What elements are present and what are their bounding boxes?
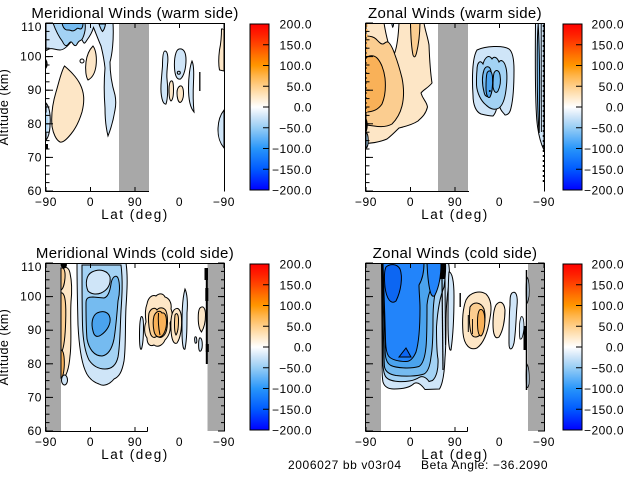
svg-text:−150.0: −150.0 bbox=[272, 163, 312, 177]
svg-text:0.0: 0.0 bbox=[294, 101, 312, 115]
svg-text:−50.0: −50.0 bbox=[591, 121, 624, 135]
svg-text:−100.0: −100.0 bbox=[584, 382, 624, 396]
svg-text:0: 0 bbox=[176, 195, 183, 209]
svg-text:0: 0 bbox=[407, 435, 414, 449]
svg-text:50.0: 50.0 bbox=[287, 320, 312, 334]
svg-text:−200.0: −200.0 bbox=[272, 184, 312, 198]
svg-text:−90: −90 bbox=[213, 435, 235, 449]
svg-text:−90: −90 bbox=[533, 435, 555, 449]
svg-text:50.0: 50.0 bbox=[599, 320, 624, 334]
svg-text:−100.0: −100.0 bbox=[584, 142, 624, 156]
svg-text:−90: −90 bbox=[533, 195, 555, 209]
svg-text:0.0: 0.0 bbox=[606, 101, 624, 115]
svg-text:Meridional Winds (cold side): Meridional Winds (cold side) bbox=[36, 245, 234, 262]
svg-text:0: 0 bbox=[87, 195, 94, 209]
svg-text:−50.0: −50.0 bbox=[279, 121, 312, 135]
svg-text:100.0: 100.0 bbox=[591, 299, 624, 313]
svg-text:0: 0 bbox=[496, 435, 503, 449]
svg-text:90: 90 bbox=[448, 435, 463, 449]
svg-text:Zonal Winds (warm side): Zonal Winds (warm side) bbox=[368, 5, 542, 22]
svg-text:−90: −90 bbox=[213, 195, 235, 209]
svg-text:50.0: 50.0 bbox=[599, 80, 624, 94]
svg-text:100.0: 100.0 bbox=[591, 59, 624, 73]
svg-text:−90: −90 bbox=[35, 195, 57, 209]
svg-text:0: 0 bbox=[87, 435, 94, 449]
svg-text:110: 110 bbox=[21, 260, 42, 274]
svg-text:0: 0 bbox=[176, 435, 183, 449]
svg-text:50.0: 50.0 bbox=[287, 80, 312, 94]
svg-text:200.0: 200.0 bbox=[591, 18, 624, 32]
svg-text:Altitude (km): Altitude (km) bbox=[0, 309, 11, 386]
svg-text:70: 70 bbox=[27, 150, 42, 164]
svg-text:100.0: 100.0 bbox=[279, 299, 312, 313]
svg-text:60: 60 bbox=[27, 424, 42, 438]
svg-text:Altitude (km): Altitude (km) bbox=[0, 69, 11, 146]
svg-text:Lat (deg): Lat (deg) bbox=[421, 207, 489, 222]
svg-text:−100.0: −100.0 bbox=[272, 382, 312, 396]
svg-text:Meridional Winds (warm side): Meridional Winds (warm side) bbox=[31, 5, 238, 22]
svg-text:90: 90 bbox=[27, 323, 42, 337]
svg-text:200.0: 200.0 bbox=[591, 258, 624, 272]
svg-text:−150.0: −150.0 bbox=[584, 403, 624, 417]
svg-text:−200.0: −200.0 bbox=[272, 424, 312, 438]
svg-text:−90: −90 bbox=[355, 435, 377, 449]
svg-text:90: 90 bbox=[448, 195, 463, 209]
svg-text:90: 90 bbox=[128, 435, 143, 449]
svg-text:Beta Angle: −36.2090: Beta Angle: −36.2090 bbox=[421, 458, 548, 472]
svg-text:90: 90 bbox=[27, 83, 42, 97]
svg-text:150.0: 150.0 bbox=[279, 38, 312, 52]
svg-text:0: 0 bbox=[407, 195, 414, 209]
svg-text:−200.0: −200.0 bbox=[584, 184, 624, 198]
svg-text:−50.0: −50.0 bbox=[591, 361, 624, 375]
svg-text:−150.0: −150.0 bbox=[272, 403, 312, 417]
svg-text:80: 80 bbox=[27, 357, 42, 371]
svg-text:200.0: 200.0 bbox=[279, 18, 312, 32]
svg-text:150.0: 150.0 bbox=[591, 278, 624, 292]
svg-text:2006027 bb v03r04: 2006027 bb v03r04 bbox=[288, 458, 402, 472]
svg-text:−100.0: −100.0 bbox=[272, 142, 312, 156]
svg-text:Lat (deg): Lat (deg) bbox=[101, 447, 169, 462]
svg-text:0.0: 0.0 bbox=[294, 341, 312, 355]
svg-text:80: 80 bbox=[27, 117, 42, 131]
svg-text:−150.0: −150.0 bbox=[584, 163, 624, 177]
svg-text:Lat (deg): Lat (deg) bbox=[101, 207, 169, 222]
svg-text:100: 100 bbox=[20, 290, 42, 304]
svg-text:60: 60 bbox=[27, 184, 42, 198]
svg-text:150.0: 150.0 bbox=[279, 278, 312, 292]
svg-text:Lat (deg): Lat (deg) bbox=[421, 447, 489, 462]
svg-text:0.0: 0.0 bbox=[606, 341, 624, 355]
svg-text:150.0: 150.0 bbox=[591, 38, 624, 52]
svg-text:−50.0: −50.0 bbox=[279, 361, 312, 375]
svg-text:−90: −90 bbox=[355, 195, 377, 209]
svg-text:100.0: 100.0 bbox=[279, 59, 312, 73]
svg-text:100: 100 bbox=[20, 50, 42, 64]
svg-text:Zonal Winds (cold side): Zonal Winds (cold side) bbox=[373, 245, 538, 262]
svg-text:200.0: 200.0 bbox=[279, 258, 312, 272]
svg-text:90: 90 bbox=[128, 195, 143, 209]
svg-text:0: 0 bbox=[496, 195, 503, 209]
svg-text:70: 70 bbox=[27, 390, 42, 404]
svg-text:−90: −90 bbox=[35, 435, 57, 449]
svg-text:−200.0: −200.0 bbox=[584, 424, 624, 438]
svg-text:110: 110 bbox=[21, 20, 42, 34]
